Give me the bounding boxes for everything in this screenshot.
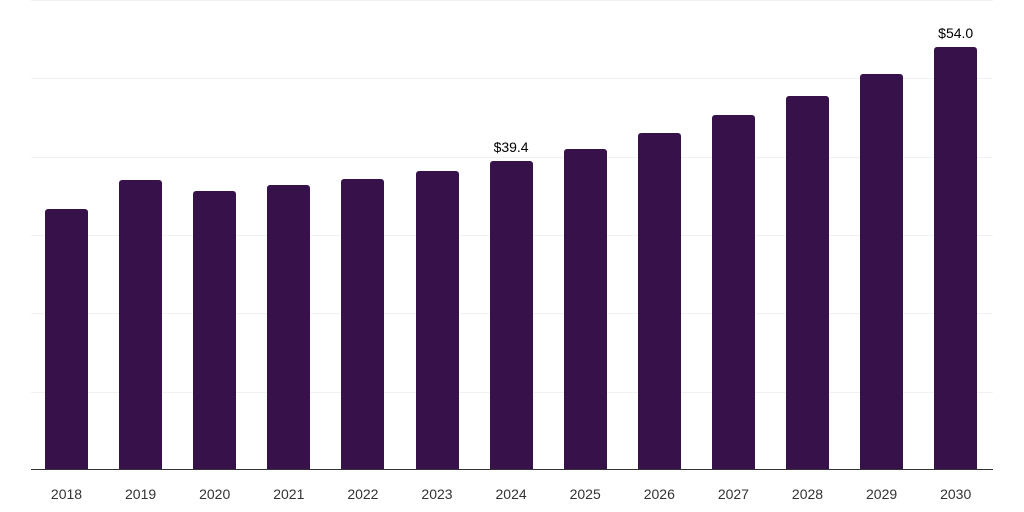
- x-tick-label: 2027: [717, 486, 749, 502]
- bar-2024: [489, 161, 533, 470]
- bar-2025: [563, 148, 607, 470]
- data-label-2024: $39.4: [493, 139, 529, 156]
- gridline: [31, 156, 993, 158]
- bar-2027: [711, 115, 755, 470]
- x-tick-label: 2028: [791, 486, 824, 502]
- gridline: [31, 78, 993, 80]
- bar-2020: [193, 191, 237, 470]
- x-tick-label: 2026: [643, 486, 675, 502]
- bar-2022: [341, 178, 385, 470]
- x-tick-label: 2029: [866, 486, 898, 502]
- plot-area: $39.4 $54.0: [31, 0, 993, 470]
- x-tick-label: 2025: [569, 486, 601, 502]
- x-tick-label: 2020: [199, 486, 231, 502]
- bar-2019: [119, 180, 163, 470]
- bar-2026: [637, 133, 681, 470]
- x-tick-label: 2018: [50, 486, 83, 502]
- gridline: [31, 0, 993, 1]
- x-tick-label: 2022: [347, 486, 379, 502]
- bar-2023: [415, 170, 459, 470]
- x-tick-label: 2030: [940, 486, 972, 502]
- data-label-2030: $54.0: [938, 25, 974, 41]
- bar-2018: [45, 209, 88, 470]
- bar-2030: [934, 47, 978, 470]
- x-tick-label: 2019: [125, 486, 157, 502]
- bar-2029: [860, 73, 904, 470]
- x-tick-label: 2021: [273, 486, 305, 502]
- x-tick-label: 2024: [495, 486, 527, 502]
- bar-2028: [786, 96, 829, 470]
- bar-2021: [267, 184, 311, 470]
- x-tick-label: 2023: [421, 486, 453, 502]
- x-axis-line: [31, 469, 993, 470]
